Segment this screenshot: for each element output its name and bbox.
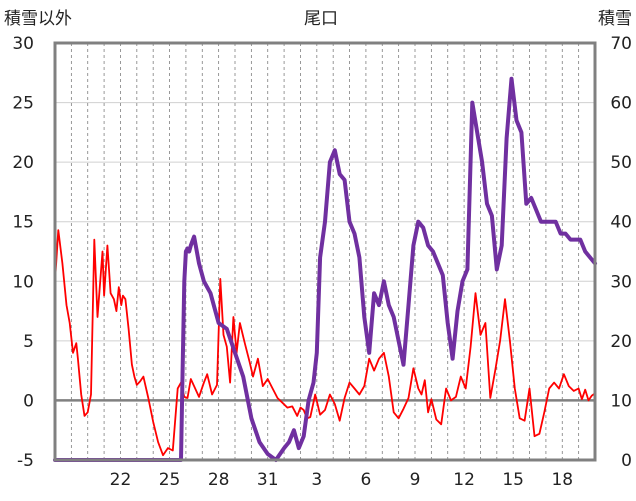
series-line-other	[54, 229, 596, 457]
left-tick-label: 20	[12, 153, 34, 173]
left-tick-label: 0	[23, 391, 34, 411]
right-tick-label: 0	[621, 451, 632, 471]
right-tick-label: 60	[610, 94, 632, 114]
plot-frame	[53, 41, 597, 462]
left-tick-label: -5	[17, 451, 34, 471]
x-tick-label: 6	[360, 470, 371, 490]
x-tick-label: 12	[453, 470, 475, 490]
left-axis-title: 積雪以外	[4, 9, 72, 29]
right-tick-label: 40	[610, 213, 632, 233]
plot-border	[53, 41, 597, 462]
right-tick-label: 30	[610, 272, 632, 292]
left-tick-label: 15	[12, 213, 34, 233]
x-tick-label: 28	[208, 470, 230, 490]
right-tick-label: 20	[610, 332, 632, 352]
left-tick-label: 5	[23, 332, 34, 352]
left-axis-ticks: -5 0 5 10 15 20 25 30	[12, 34, 34, 471]
x-tick-label: 9	[410, 470, 421, 490]
x-tick-label: 18	[551, 470, 573, 490]
right-axis-ticks: 0 10 20 30 40 50 60 70	[610, 34, 632, 471]
series-line-snow	[53, 76, 597, 462]
right-tick-label: 50	[610, 153, 632, 173]
x-tick-label: 31	[257, 470, 279, 490]
x-tick-label: 15	[502, 470, 524, 490]
x-tick-label: 22	[110, 470, 132, 490]
x-axis-ticks: 22 25 28 31 3 6 9 12 15 18	[110, 470, 573, 490]
x-tick-label: 25	[159, 470, 181, 490]
x-tick-label: 3	[311, 470, 322, 490]
left-tick-label: 10	[12, 272, 34, 292]
right-tick-label: 10	[610, 391, 632, 411]
left-tick-label: 30	[12, 34, 34, 54]
chart-title: 尾口	[304, 9, 338, 29]
series-lines	[53, 76, 597, 462]
right-axis-title: 積雪	[598, 9, 632, 29]
left-tick-label: 25	[12, 94, 34, 114]
right-tick-label: 70	[610, 34, 632, 54]
